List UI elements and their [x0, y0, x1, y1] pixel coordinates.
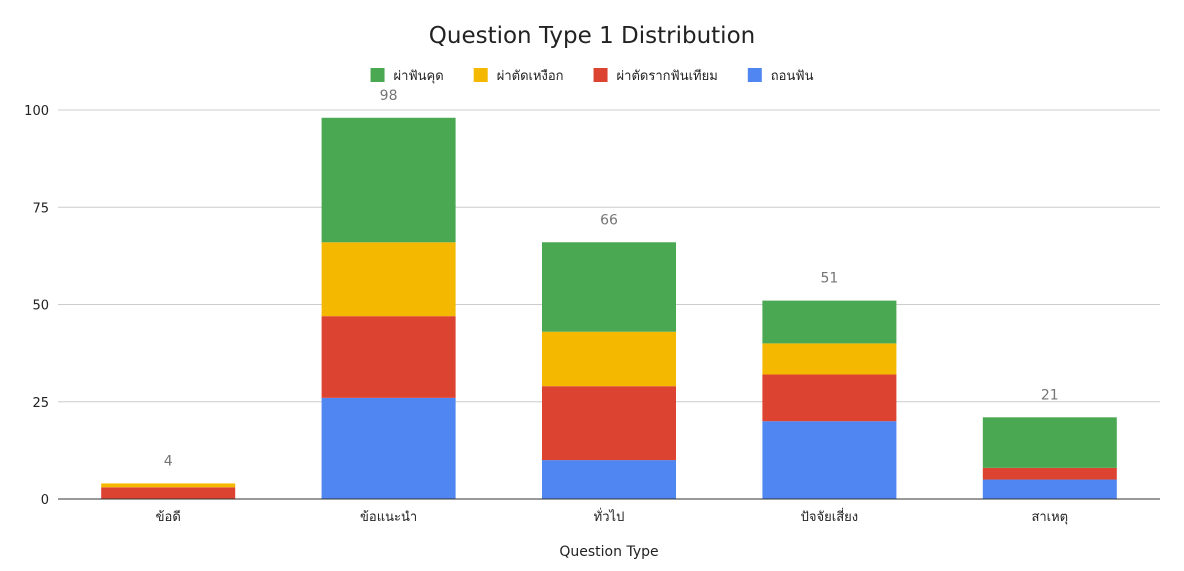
x-axis-title: Question Type: [559, 544, 658, 560]
x-tick-label: ทั่วไป: [594, 508, 625, 525]
total-label: 21: [1041, 387, 1059, 403]
legend-swatch: [593, 68, 608, 82]
legend-label: ผ่าตัดรากฟันเทียม: [617, 68, 718, 84]
legend-label: ถอนฟัน: [771, 69, 814, 84]
bar-segment: [321, 117, 456, 243]
x-tick-label: ข้อแนะนำ: [360, 510, 417, 525]
bars: [101, 117, 1117, 499]
total-label: 98: [380, 88, 398, 104]
bar-segment: [762, 343, 897, 375]
total-labels: 4 98 66 51 21: [164, 88, 1059, 470]
y-tick-label: 100: [24, 104, 49, 119]
total-label: 66: [600, 212, 618, 228]
bar-segment: [321, 316, 456, 398]
legend-swatch: [747, 68, 762, 82]
bar-segment: [762, 374, 897, 422]
bar-segment: [762, 300, 897, 344]
total-label: 51: [820, 271, 838, 287]
bar-segment: [321, 397, 456, 499]
y-axis-ticks: 0 25 50 75 100: [24, 104, 49, 508]
bar-segment: [542, 242, 676, 332]
y-tick-label: 25: [32, 396, 49, 411]
legend-swatch: [370, 68, 385, 82]
bar-segment: [321, 242, 456, 317]
x-tick-label: ปัจจัยเสี่ยง: [801, 508, 858, 525]
bar-segment: [542, 460, 676, 499]
bar-segment: [762, 421, 897, 499]
legend-label: ผ่าฟันคุด: [394, 69, 444, 84]
legend-label: ผ่าตัดเหงือก: [497, 68, 564, 84]
bar-segment: [542, 386, 676, 461]
legend-swatch: [473, 68, 488, 82]
y-tick-label: 50: [32, 299, 49, 314]
legend: ผ่าฟันคุด ผ่าตัดเหงือก ผ่าตัดรากฟันเทียม ถอ…: [370, 68, 814, 84]
bar-segment: [101, 487, 236, 499]
chart-title: Question Type 1 Distribution: [429, 23, 755, 49]
total-label: 4: [164, 453, 173, 469]
x-tick-label: ข้อดี: [156, 509, 181, 525]
bar-segment: [542, 331, 676, 387]
bar-segment: [982, 467, 1117, 480]
bar-segment: [982, 417, 1117, 468]
y-tick-label: 75: [32, 201, 49, 216]
x-axis-ticks: ข้อดี ข้อแนะนำ ทั่วไป ปัจจัยเสี่ยง สาเหตุ: [156, 508, 1069, 525]
bar-segment: [982, 479, 1117, 499]
x-tick-label: สาเหตุ: [1031, 510, 1068, 525]
y-tick-label: 0: [41, 493, 49, 508]
bar-segment: [101, 483, 236, 488]
